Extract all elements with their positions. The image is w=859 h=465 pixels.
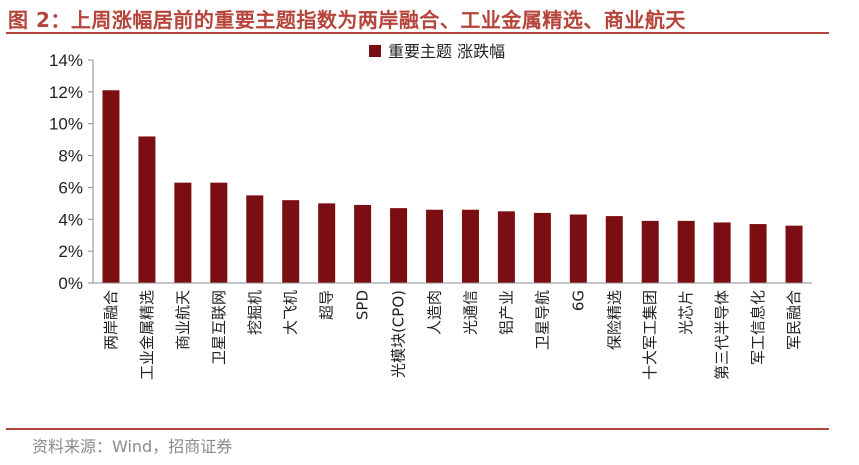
- bar: [426, 209, 444, 283]
- x-tick-label: 第三代半导体: [713, 290, 731, 380]
- bar: [174, 182, 192, 283]
- x-tick-label: 铝产业: [497, 290, 515, 335]
- legend-swatch: [369, 45, 381, 57]
- bar: [569, 214, 587, 283]
- y-tick-label: 12%: [49, 83, 83, 102]
- y-tick-label: 4%: [58, 210, 83, 229]
- bar: [461, 209, 479, 283]
- x-tick-label: 军工信息化: [749, 290, 767, 365]
- bar: [605, 216, 623, 283]
- bar: [282, 200, 300, 283]
- bar: [677, 220, 695, 283]
- x-tick-label: 光模块(CPO): [390, 290, 408, 378]
- y-tick-label: 2%: [58, 242, 83, 261]
- bar: [641, 220, 659, 283]
- x-tick-label: 商业航天: [174, 290, 192, 350]
- bar: [246, 195, 264, 283]
- bar: [749, 224, 767, 283]
- bar: [354, 204, 372, 283]
- x-tick-label: 保险精选: [605, 290, 623, 350]
- bar: [390, 208, 408, 283]
- bar: [102, 90, 120, 283]
- x-tick-label: 军民融合: [785, 290, 803, 350]
- x-tick-label: 十大军工集团: [641, 290, 659, 380]
- y-tick-label: 10%: [49, 115, 83, 134]
- bar: [713, 222, 731, 283]
- y-tick-label: 0%: [58, 274, 83, 293]
- legend: 重要主题 涨跌幅: [369, 42, 505, 61]
- x-tick-label: 6G: [569, 290, 587, 311]
- x-tick-label: 卫星互联网: [210, 290, 228, 365]
- y-axis: 0% 2% 4% 6% 8% 10% 12% 14%: [49, 51, 94, 293]
- footer-divider: [6, 428, 829, 430]
- title-divider: [6, 32, 829, 34]
- x-tick-label: 挖掘机: [246, 290, 264, 335]
- bar: [785, 225, 803, 283]
- bar: [138, 136, 156, 283]
- x-tick-label: 光通信: [461, 290, 479, 335]
- x-tick-label: 人造肉: [426, 290, 444, 335]
- bar: [210, 182, 228, 283]
- bar: [497, 211, 515, 283]
- bar: [533, 212, 551, 283]
- y-tick-label: 6%: [58, 178, 83, 197]
- x-tick-label: 大飞机: [282, 290, 300, 335]
- y-tick-label: 8%: [58, 147, 83, 166]
- x-tick-label: 卫星导航: [533, 290, 551, 350]
- x-tick-label: SPD: [354, 290, 372, 320]
- bars: [102, 90, 803, 283]
- x-tick-label: 光芯片: [677, 290, 695, 335]
- x-axis: 两岸融合 工业金属精选 商业航天 卫星互联网 挖掘机 大飞机 超导 SPD 光模块(CPO) 人造…: [93, 282, 812, 380]
- legend-label: 重要主题 涨跌幅: [388, 42, 505, 61]
- x-tick-label: 超导: [318, 290, 336, 320]
- x-tick-label: 两岸融合: [102, 290, 120, 350]
- bar: [318, 203, 336, 283]
- x-tick-label: 工业金属精选: [138, 290, 156, 380]
- chart-title: 图 2：上周涨幅居前的重要主题指数为两岸融合、工业金属精选、商业航天: [8, 8, 686, 32]
- source-note: 资料来源：Wind，招商证券: [32, 437, 233, 456]
- y-tick-label: 14%: [49, 51, 83, 70]
